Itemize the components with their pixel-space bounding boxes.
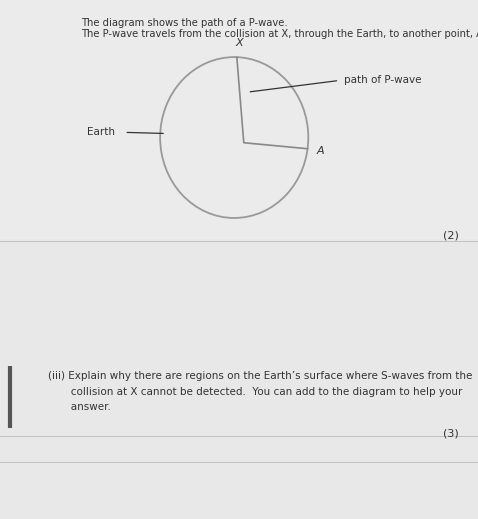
Bar [0,0,478,239]
Text: (3): (3) [443,428,459,438]
Text: X: X [235,38,243,48]
Text: answer.: answer. [48,402,111,412]
Text: collision at X cannot be detected.  You can add to the diagram to help your: collision at X cannot be detected. You c… [48,387,462,397]
Text: (iii) Explain why there are regions on the Earth’s surface where S-waves from th: (iii) Explain why there are regions on t… [48,371,472,381]
Text: Earth: Earth [87,127,115,138]
Text: The P-wave travels from the collision at X, through the Earth, to another point,: The P-wave travels from the collision at… [81,29,478,38]
Text: The diagram shows the path of a P-wave.: The diagram shows the path of a P-wave. [81,18,288,28]
Bar [0,366,478,436]
Text: (2): (2) [443,231,459,241]
Text: path of P-wave: path of P-wave [344,75,422,86]
Text: A: A [316,146,324,156]
